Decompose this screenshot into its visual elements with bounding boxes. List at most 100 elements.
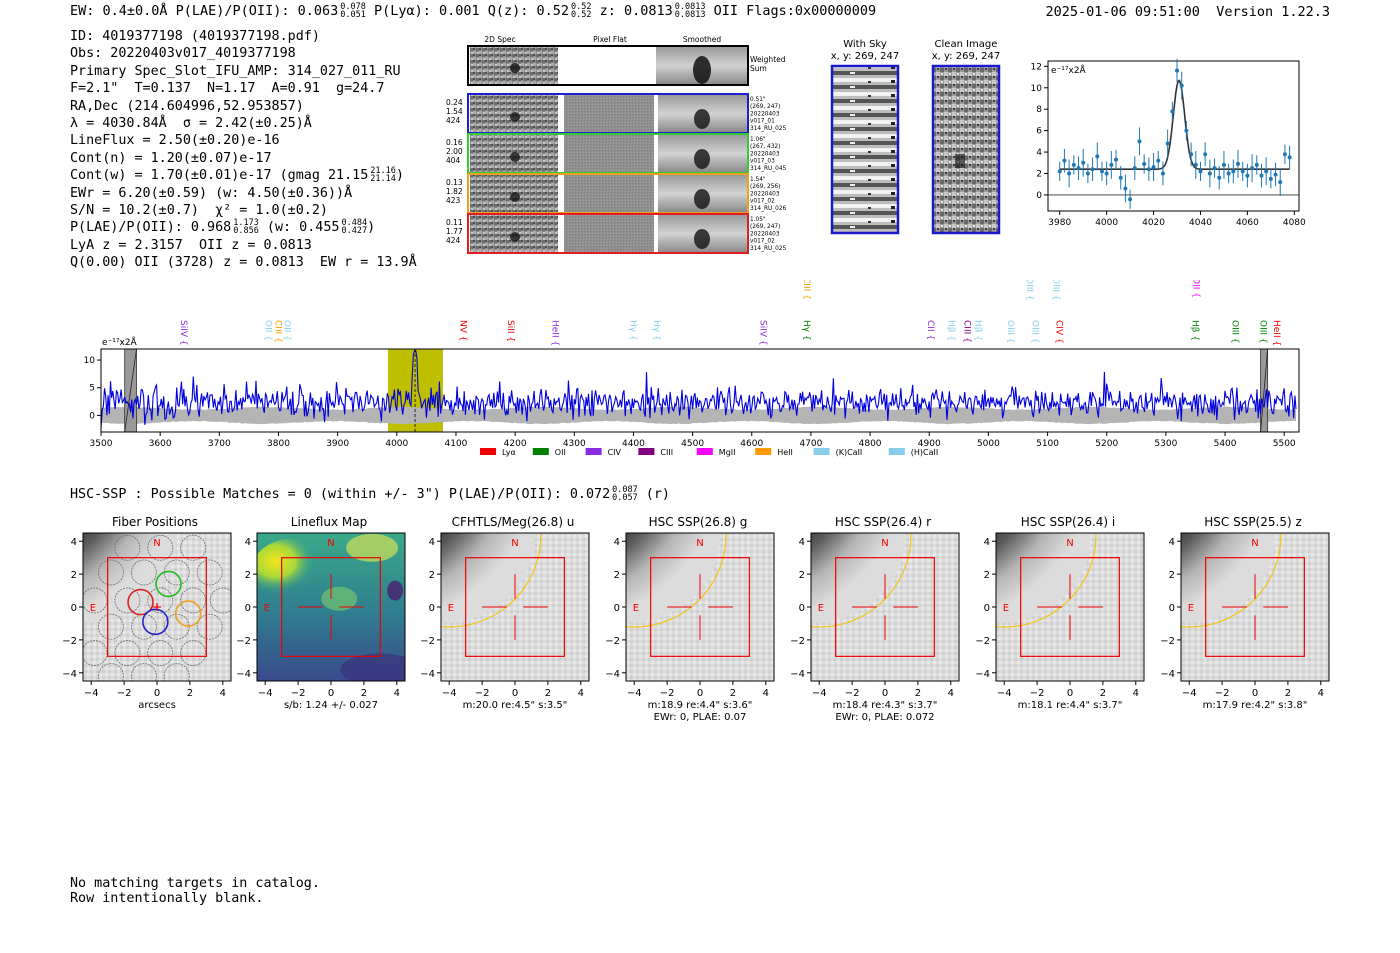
row-stat: 1.54	[446, 107, 463, 116]
cutout-xtick: 2	[915, 688, 921, 699]
row-meta: (269, 247)	[750, 224, 780, 230]
cutout-xtick: 0	[328, 688, 334, 699]
fiber-circle	[180, 640, 207, 666]
cutout-title: CFHTLS/Meg(26.8) u	[452, 515, 575, 529]
cutout-ytick: −4	[236, 669, 251, 680]
cutout-ytick: −4	[1160, 669, 1175, 680]
svg-text:CIII: CIII	[660, 448, 673, 457]
spectrum-xtick: 4300	[563, 439, 586, 449]
search-box	[1205, 557, 1305, 657]
spectrum-unit-label: e⁻¹⁷x2Å	[102, 336, 138, 348]
legend-entry: (K)CaII	[813, 448, 862, 457]
spectrum-xtick: 4400	[622, 439, 645, 449]
legend-entry: HeII	[755, 448, 793, 457]
cutout-xtick: 2	[187, 688, 193, 699]
row-meta: 20220403	[750, 231, 780, 237]
spectral-line-label: OIII {	[1005, 320, 1015, 344]
row-stat: 0.24	[446, 98, 463, 107]
cutout-ytick: −4	[790, 669, 805, 680]
svg-text:OIII {: OIII {	[1258, 320, 1268, 344]
w-sub: 0.427	[341, 226, 368, 237]
row-stat: 1.77	[446, 227, 463, 236]
cutout-xtick: 4	[763, 688, 769, 699]
cutout-xtick: −2	[660, 688, 675, 699]
spectral-line-label: Hγ {	[627, 320, 637, 341]
spectral-line-label: OIII {	[1024, 280, 1034, 301]
fit-data-point	[1057, 169, 1062, 174]
cutout-ytick: 2	[984, 570, 990, 581]
row-meta: v017_03	[750, 159, 775, 165]
fit-data-point	[1128, 197, 1133, 202]
legend-entry: CIV	[585, 448, 622, 457]
spectral-line-label: Hβ {	[1190, 320, 1200, 341]
fit-data-point	[1184, 128, 1189, 133]
flux-series	[100, 350, 1297, 429]
row-meta: 1.06"	[750, 137, 766, 143]
cutout-xtick: −2	[291, 688, 306, 699]
fit-ytick: 2	[1036, 170, 1042, 180]
fiber-green	[155, 570, 182, 598]
cutout-title: HSC SSP(26.8) g	[649, 515, 748, 529]
cutout-caption-2: EWr: 0, PLAE: 0.072	[835, 712, 934, 723]
spectrum-xtick: 5300	[1154, 439, 1177, 449]
row-meta: v017_01	[750, 119, 775, 125]
spectrum-xtick: 4200	[504, 439, 527, 449]
plae2-sup: 1.173	[233, 218, 259, 229]
spectrum-xtick: 3700	[208, 439, 231, 449]
spectral-line-label: CII {	[925, 320, 935, 340]
header-qz-sup: 0.52	[571, 2, 592, 12]
fiber-red	[127, 588, 154, 616]
cutout-xtick: 2	[545, 688, 551, 699]
cutout-xtick: 2	[730, 688, 736, 699]
gmag-sup: 21.16	[370, 166, 396, 177]
spectrum-xtick: 3800	[267, 439, 290, 449]
north-marker: N	[153, 538, 160, 549]
fit-unit-label: e⁻¹⁷x2Å	[1051, 64, 1087, 76]
with-sky-title: With Sky	[843, 39, 887, 50]
header-flags: OII Flags:0x00000009	[705, 3, 877, 19]
legend-entry: Lyα	[480, 448, 516, 457]
spectral-line-label: Hβ {	[972, 320, 982, 341]
row-meta: 20220403	[750, 111, 780, 117]
cutout-ytick: 0	[984, 603, 990, 614]
fit-data-point	[1081, 160, 1086, 165]
svg-text:Hγ {: Hγ {	[651, 320, 661, 341]
svg-text:CIV {: CIV {	[1053, 320, 1063, 344]
fit-model-curve	[1059, 79, 1290, 170]
spectrum-xtick: 4600	[740, 439, 763, 449]
north-marker: N	[696, 538, 703, 549]
cutout-xtick: 4	[1318, 688, 1324, 699]
cutout-xtick: 0	[154, 688, 160, 699]
cutout-ytick: −4	[420, 669, 435, 680]
row-meta: 1.05"	[750, 217, 766, 223]
svg-text:CIV: CIV	[608, 448, 622, 457]
cutout-ytick: 2	[799, 570, 805, 581]
spectrum-xtick: 3600	[149, 439, 172, 449]
cutout-xtick: 0	[882, 688, 888, 699]
aperture-ellipse	[1181, 533, 1282, 628]
fit-data-point	[1123, 186, 1128, 191]
weighted-sum-row: Weighted Sum	[467, 45, 786, 86]
spectral-line-label: Hγ {	[651, 320, 661, 341]
cutout-ytick: 4	[429, 537, 435, 548]
fiber-circle	[83, 587, 108, 614]
cutout-panel-2: Lineflux Map N E −4 −4 −2 −2 0 0 2 2 4 4 s/b: 1.24 +/…	[236, 515, 406, 711]
svg-text:HeII: HeII	[777, 448, 793, 457]
east-marker: E	[90, 603, 96, 614]
fit-data-point	[1179, 83, 1184, 88]
cutout-caption: m:18.1 re:4.4" s:3.7"	[1018, 700, 1123, 711]
cutout-title: HSC SSP(26.4) r	[835, 515, 931, 529]
fit-data-point	[1240, 169, 1245, 174]
cutout-ytick: 0	[245, 603, 251, 614]
clean-image-coords: x, y: 269, 247	[932, 51, 1001, 62]
legend-entry: (H)CaII	[888, 448, 938, 457]
cutout-ytick: 4	[799, 537, 805, 548]
spectrum-ytick: 5	[89, 384, 95, 394]
fiber-circle	[209, 587, 231, 614]
fit-data-point	[1076, 166, 1081, 171]
cutout-caption: m:20.0 re:4.5" s:3.5"	[463, 700, 568, 711]
cutout-caption-2: EWr: 0, PLAE: 0.07	[654, 712, 747, 723]
imaging-cutouts: Fiber Positions N E −4 −4 −2 −2 0 0 2 2 4 4 arcsecs Li…	[62, 515, 1330, 723]
clean-image	[933, 66, 999, 233]
